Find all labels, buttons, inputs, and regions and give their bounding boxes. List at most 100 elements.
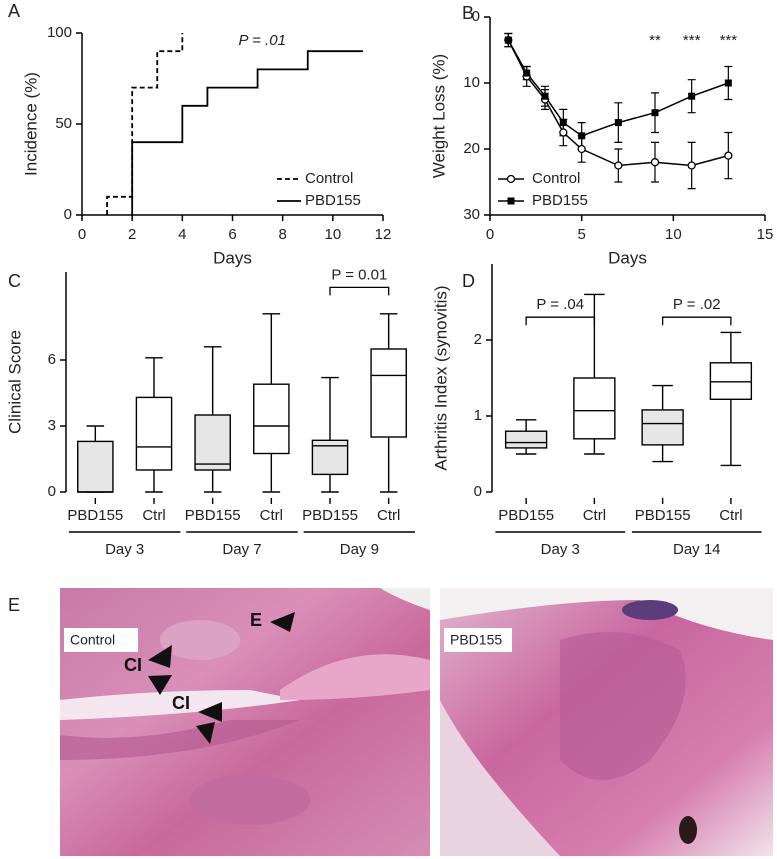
group-label: Day 3 bbox=[105, 541, 144, 558]
group-label: Day 3 bbox=[541, 541, 580, 558]
legend-label: PBD155 bbox=[305, 192, 361, 209]
legend-label: PBD155 bbox=[532, 192, 588, 209]
box bbox=[504, 430, 548, 449]
y-tick-label: 3 bbox=[48, 417, 56, 434]
x-tick-label: PBD155 bbox=[498, 507, 554, 524]
comparison-label: P = 0.01 bbox=[331, 266, 387, 283]
marker bbox=[650, 158, 660, 167]
legend-marker bbox=[506, 174, 516, 184]
y-tick-label: 0 bbox=[48, 483, 56, 500]
x-tick-label: 2 bbox=[128, 226, 136, 243]
x-tick-label: Ctrl bbox=[260, 507, 283, 524]
marker bbox=[614, 161, 623, 170]
image-annotation: CI bbox=[124, 655, 142, 675]
panel-label: E bbox=[8, 595, 20, 615]
y-tick-label: 0 bbox=[64, 206, 72, 223]
marker bbox=[724, 79, 732, 87]
step-line bbox=[131, 50, 363, 215]
y-tick-label: 50 bbox=[55, 115, 72, 132]
group-label: Day 14 bbox=[673, 541, 721, 558]
box bbox=[709, 362, 753, 400]
marker bbox=[577, 144, 586, 154]
panel-label: C bbox=[8, 271, 21, 291]
x-tick-label: 0 bbox=[78, 226, 86, 243]
y-tick-label: 10 bbox=[463, 74, 480, 91]
x-tick-label: 8 bbox=[278, 226, 286, 243]
marker bbox=[559, 119, 567, 127]
box bbox=[253, 383, 290, 455]
step-line bbox=[106, 33, 184, 215]
x-tick-label: PBD155 bbox=[185, 507, 241, 524]
comparison-bracket bbox=[525, 316, 596, 326]
marker bbox=[614, 119, 622, 127]
marker bbox=[688, 92, 696, 100]
x-tick-label: 0 bbox=[486, 226, 494, 243]
marker bbox=[651, 109, 659, 117]
x-tick-label: 12 bbox=[375, 226, 392, 243]
x-tick-label: PBD155 bbox=[635, 507, 691, 524]
significance: *** bbox=[683, 32, 701, 49]
y-tick-label: 0 bbox=[472, 8, 480, 25]
x-tick-label: 4 bbox=[178, 226, 186, 243]
box bbox=[135, 396, 173, 471]
significance: *** bbox=[720, 32, 738, 49]
x-tick-label: PBD155 bbox=[67, 507, 123, 524]
marker bbox=[724, 151, 733, 160]
box bbox=[641, 409, 684, 446]
group-label: Day 9 bbox=[340, 541, 379, 558]
x-tick-label: 6 bbox=[228, 226, 236, 243]
x-tick-label: Ctrl bbox=[583, 507, 606, 524]
y-tick-label: 20 bbox=[463, 140, 480, 157]
image-caption: Control bbox=[70, 632, 115, 648]
x-tick-label: 15 bbox=[757, 226, 774, 243]
caption-box bbox=[444, 628, 512, 652]
marker bbox=[687, 161, 696, 170]
marker bbox=[541, 92, 549, 100]
x-tick-label: 5 bbox=[577, 226, 585, 243]
marker bbox=[559, 128, 568, 137]
x-axis-label: Days bbox=[213, 248, 252, 267]
y-axis-label: Arthritis Index (synovitis) bbox=[431, 285, 450, 470]
panel-label: B bbox=[462, 3, 474, 23]
marker bbox=[504, 36, 512, 44]
comparison-bracket bbox=[661, 316, 732, 326]
y-tick-label: 2 bbox=[474, 331, 482, 348]
histology-image bbox=[60, 588, 430, 856]
y-axis-label: Clinical Score bbox=[5, 330, 24, 434]
box bbox=[370, 348, 407, 438]
y-tick-label: 1 bbox=[474, 407, 482, 424]
x-tick-label: Ctrl bbox=[719, 507, 742, 524]
x-tick-label: 10 bbox=[324, 226, 341, 243]
panel-label: D bbox=[462, 271, 475, 291]
y-tick-label: 6 bbox=[48, 351, 56, 368]
box bbox=[194, 414, 231, 471]
marker bbox=[578, 132, 586, 140]
y-tick-label: 100 bbox=[47, 24, 72, 41]
group-label: Day 7 bbox=[222, 541, 261, 558]
comparison-bracket bbox=[329, 286, 390, 296]
x-tick-label: Ctrl bbox=[377, 507, 400, 524]
significance: ** bbox=[649, 32, 661, 49]
image-annotation: E bbox=[250, 610, 262, 630]
y-tick-label: 0 bbox=[474, 483, 482, 500]
marker bbox=[523, 69, 531, 77]
y-axis-label: Incidence (%) bbox=[21, 72, 40, 176]
legend-marker bbox=[507, 197, 515, 205]
x-tick-label: 10 bbox=[665, 226, 682, 243]
x-axis-label: Days bbox=[608, 248, 647, 267]
comparison-label: P = .04 bbox=[536, 296, 584, 313]
annotation: P = .01 bbox=[239, 32, 286, 49]
image-annotation: CI bbox=[172, 693, 190, 713]
caption-box bbox=[64, 628, 138, 652]
box bbox=[77, 440, 114, 493]
y-tick-label: 30 bbox=[463, 206, 480, 223]
legend-label: Control bbox=[532, 170, 580, 187]
y-axis-label: Weight Loss (%) bbox=[429, 54, 448, 178]
comparison-label: P = .02 bbox=[673, 296, 721, 313]
panel-label: A bbox=[8, 1, 20, 21]
arrowheads bbox=[148, 612, 295, 744]
x-tick-label: Ctrl bbox=[142, 507, 165, 524]
x-tick-label: PBD155 bbox=[302, 507, 358, 524]
legend-label: Control bbox=[305, 170, 353, 187]
